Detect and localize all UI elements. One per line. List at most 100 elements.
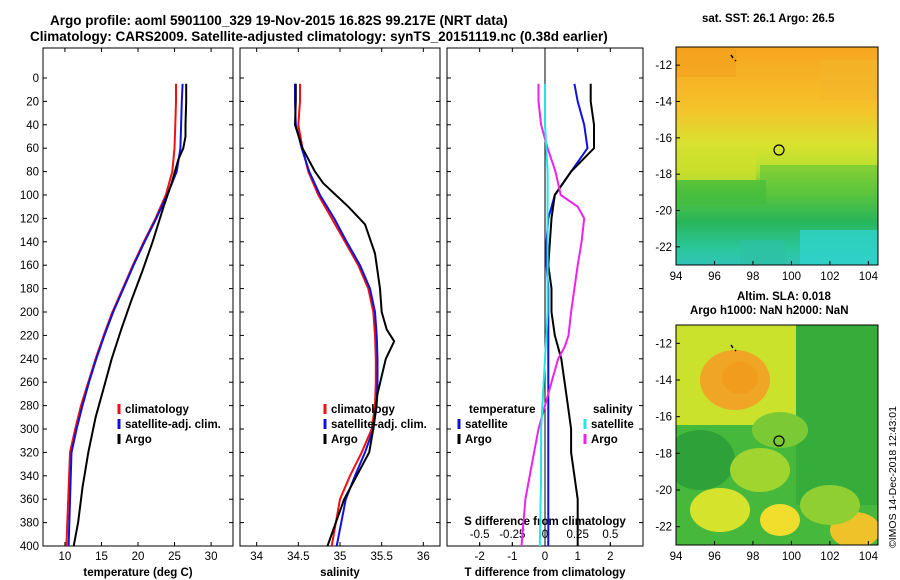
y-tick-label: 280 [20, 401, 39, 413]
map-y-tick-label: -20 [655, 206, 672, 218]
map-x-tick-label: 104 [859, 551, 879, 563]
x-tick-label: 20 [132, 551, 145, 563]
x-tick-label: 30 [205, 551, 218, 563]
map-y-tick-label: -14 [655, 375, 672, 387]
sla-patch [796, 325, 878, 505]
sla-argo-location-marker [773, 435, 785, 447]
map-y-tick-label: -22 [655, 522, 672, 534]
map-x-tick-label: 98 [747, 271, 760, 283]
y-tick-label: 100 [20, 190, 39, 202]
sla-patch [730, 448, 790, 492]
map-x-tick-label: 104 [859, 271, 879, 283]
sst-patch [676, 47, 736, 77]
x-tick-label: 25 [168, 551, 181, 563]
sst-map-frame [675, 46, 879, 266]
legend-label: satellite [591, 419, 634, 431]
map-x-tick-label: 98 [747, 551, 760, 563]
x-tick-label: 1 [574, 551, 580, 563]
map-y-tick-label: -16 [655, 133, 672, 145]
sst-map-patches [676, 47, 878, 265]
sst-patch [740, 240, 785, 265]
y-tick-label: 200 [20, 307, 39, 319]
map-y-tick-label: -14 [655, 97, 672, 109]
map-y-tick-label: -22 [655, 242, 672, 254]
difference-axes: -2 -1 0 1 2 T difference from climatology -0.5… [446, 47, 644, 579]
map-y-tick-label: -18 [655, 448, 672, 460]
legend-label: satellite-adj. clim. [331, 419, 427, 431]
map-y-tick-label: -20 [655, 485, 672, 497]
y-tick-label: 400 [20, 541, 39, 553]
sla-patch [722, 362, 758, 394]
map-x-tick-label: 94 [670, 271, 683, 283]
y-tick-label: 300 [20, 424, 39, 436]
series-line-argo [72, 83, 188, 547]
series-line-argo [294, 83, 396, 547]
legend-label: Argo [591, 434, 618, 446]
y-tick-label: 20 [26, 96, 39, 108]
y-tick-label: 60 [26, 143, 39, 155]
map-x-tick-label: 102 [820, 551, 839, 563]
legend-label: Argo [465, 434, 492, 446]
sla-patch [676, 430, 735, 490]
y-tick-label: 40 [26, 120, 39, 132]
sst-map: 94 96 98 100 102 104 -12 -14 -16 -18 -20 -22 [655, 46, 879, 283]
s-tick-label: -0.5 [470, 529, 490, 541]
y-tick-label: 160 [20, 260, 39, 272]
figure-title-line2: Climatology: CARS2009. Satellite-adjuste… [30, 29, 608, 44]
x-axis-label: temperature (deg C) [83, 567, 192, 579]
plot-frame [239, 47, 441, 547]
sla-map-ticks: 94 96 98 100 102 104 -12 -14 -16 -18 -20 -22 [655, 338, 878, 563]
map-x-tick-label: 96 [708, 551, 721, 563]
sla-map-subtitle: Argo h1000: NaN h2000: NaN [690, 305, 849, 317]
map-y-tick-label: -18 [655, 169, 672, 181]
series-line-t-argo [547, 83, 595, 546]
y-tick-label: 0 [33, 73, 39, 85]
figure-title-line1: Argo profile: aoml 5901100_329 19-Nov-20… [50, 13, 508, 28]
series-line-satellite-adj-clim- [67, 83, 184, 547]
x-tick-label: -1 [507, 551, 517, 563]
x-tick-label: 10 [59, 551, 72, 563]
y-tick-label: 120 [20, 213, 39, 225]
legend-label: Argo [331, 434, 358, 446]
temperature-axes: 0 20 40 60 80 100 120 140 160 180 200 220 240 260 280 3… [20, 47, 234, 579]
sst-patch [820, 60, 878, 100]
sst-argo-location-marker [773, 144, 785, 156]
y-tick-label: 140 [20, 237, 39, 249]
x-tick-label: -2 [475, 551, 485, 563]
sla-map-title: Altim. SLA: 0.018 [737, 291, 831, 303]
sst-map-title: sat. SST: 26.1 Argo: 26.5 [702, 13, 835, 25]
map-x-tick-label: 94 [670, 551, 683, 563]
x-axis-label: salinity [320, 567, 360, 579]
map-x-tick-label: 102 [820, 271, 839, 283]
sla-argo-track-icon [730, 344, 737, 352]
series-line-s-satellite [538, 83, 549, 547]
legend-title: salinity [593, 404, 633, 416]
sla-patch [760, 504, 800, 536]
map-y-tick-label: -16 [655, 412, 672, 424]
x-tick-label: 15 [95, 551, 108, 563]
y-tick-label: 340 [20, 471, 39, 483]
y-tick-label: 380 [20, 518, 39, 530]
x-tick-label: 0 [542, 551, 548, 563]
y-tick-label: 360 [20, 494, 39, 506]
x-tick-label: 34.5 [287, 551, 309, 563]
y-tick-label: 180 [20, 284, 39, 296]
legend-title: temperature [469, 404, 535, 416]
x-tick-label: 34 [250, 551, 263, 563]
series-line-s-argo [520, 83, 586, 547]
y-tick-label: 260 [20, 377, 39, 389]
sst-patch [760, 165, 878, 195]
map-y-tick-label: -12 [655, 338, 672, 350]
sla-patch [800, 485, 860, 525]
y-tick-label: 220 [20, 330, 39, 342]
sst-map-ticks: 94 96 98 100 102 104 -12 -14 -16 -18 -20 -22 [655, 60, 878, 283]
x-tick-label: 36 [417, 551, 430, 563]
legend-label: satellite [465, 419, 508, 431]
sst-patch [676, 180, 766, 205]
legend-label: climatology [331, 404, 396, 416]
sst-patch [676, 150, 756, 180]
sla-map-patches [676, 325, 878, 545]
map-x-tick-label: 96 [708, 271, 721, 283]
map-x-tick-label: 100 [782, 551, 801, 563]
